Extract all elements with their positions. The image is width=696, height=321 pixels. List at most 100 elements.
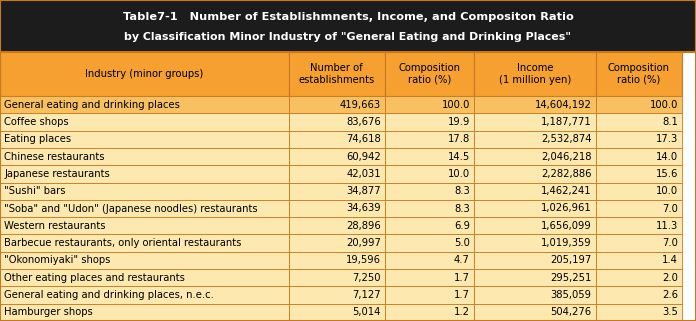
Text: Composition
ratio (%): Composition ratio (%) <box>608 63 670 85</box>
Text: Composition
ratio (%): Composition ratio (%) <box>398 63 461 85</box>
Text: Eating places: Eating places <box>4 134 71 144</box>
Text: 2,046,218: 2,046,218 <box>541 152 592 161</box>
Bar <box>0 304 289 321</box>
Text: 1,462,241: 1,462,241 <box>541 186 592 196</box>
Text: 5.0: 5.0 <box>454 238 470 248</box>
Bar <box>385 234 474 252</box>
Bar <box>385 148 474 165</box>
Bar <box>596 148 682 165</box>
Text: 20,997: 20,997 <box>346 238 381 248</box>
Bar <box>474 113 596 131</box>
Bar <box>474 183 596 200</box>
Text: Industry (minor groups): Industry (minor groups) <box>86 69 203 79</box>
Text: 1.7: 1.7 <box>454 290 470 300</box>
Bar <box>596 217 682 234</box>
Text: 1,026,961: 1,026,961 <box>541 204 592 213</box>
Text: 60,942: 60,942 <box>346 152 381 161</box>
Bar <box>289 113 385 131</box>
Bar <box>0 234 289 252</box>
Bar <box>596 252 682 269</box>
Bar <box>0 252 289 269</box>
Bar <box>289 96 385 113</box>
Text: Chinese restaurants: Chinese restaurants <box>4 152 104 161</box>
Text: "Okonomiyaki" shops: "Okonomiyaki" shops <box>4 256 111 265</box>
Text: 34,639: 34,639 <box>346 204 381 213</box>
Text: 17.8: 17.8 <box>448 134 470 144</box>
Text: 19,596: 19,596 <box>346 256 381 265</box>
Text: 83,676: 83,676 <box>346 117 381 127</box>
Text: Western restaurants: Western restaurants <box>4 221 106 231</box>
Bar <box>474 286 596 304</box>
Bar <box>289 148 385 165</box>
Bar <box>0 269 289 286</box>
Bar <box>474 200 596 217</box>
Bar <box>0 165 289 183</box>
Bar <box>0 148 289 165</box>
Bar <box>0 131 289 148</box>
Text: Coffee shops: Coffee shops <box>4 117 69 127</box>
Bar <box>0 200 289 217</box>
Bar <box>385 286 474 304</box>
Bar <box>474 304 596 321</box>
Text: 205,197: 205,197 <box>551 256 592 265</box>
Bar <box>596 234 682 252</box>
Text: Japanese restaurants: Japanese restaurants <box>4 169 110 179</box>
Bar <box>0 113 289 131</box>
Text: 10.0: 10.0 <box>656 186 678 196</box>
Text: 6.9: 6.9 <box>454 221 470 231</box>
Bar <box>0 183 289 200</box>
Text: 7.0: 7.0 <box>662 238 678 248</box>
Bar <box>596 269 682 286</box>
Bar <box>474 148 596 165</box>
Text: 8.3: 8.3 <box>454 186 470 196</box>
Text: Number of
establishments: Number of establishments <box>299 63 375 85</box>
Bar <box>385 131 474 148</box>
Bar <box>289 252 385 269</box>
Text: 100.0: 100.0 <box>649 100 678 110</box>
Text: 10.0: 10.0 <box>448 169 470 179</box>
Bar <box>385 217 474 234</box>
Text: 15.6: 15.6 <box>656 169 678 179</box>
Text: 1.4: 1.4 <box>662 256 678 265</box>
Bar <box>0 0 696 52</box>
Bar <box>385 96 474 113</box>
Text: 1.7: 1.7 <box>454 273 470 283</box>
Bar <box>474 234 596 252</box>
Text: 8.1: 8.1 <box>662 117 678 127</box>
Text: 419,663: 419,663 <box>340 100 381 110</box>
Text: 504,276: 504,276 <box>551 307 592 317</box>
Bar <box>385 269 474 286</box>
Bar <box>596 96 682 113</box>
Bar <box>385 200 474 217</box>
Text: 2,282,886: 2,282,886 <box>541 169 592 179</box>
Bar <box>385 252 474 269</box>
Bar <box>474 165 596 183</box>
Bar <box>596 183 682 200</box>
Bar <box>289 286 385 304</box>
Text: General eating and drinking places: General eating and drinking places <box>4 100 180 110</box>
Bar <box>289 183 385 200</box>
Text: by Classification Minor Industry of "General Eating and Drinking Places": by Classification Minor Industry of "Gen… <box>125 32 571 42</box>
Text: 385,059: 385,059 <box>551 290 592 300</box>
Text: 3.5: 3.5 <box>662 307 678 317</box>
Bar <box>474 217 596 234</box>
Bar <box>0 286 289 304</box>
Text: General eating and drinking places, n.e.c.: General eating and drinking places, n.e.… <box>4 290 214 300</box>
Text: 14.0: 14.0 <box>656 152 678 161</box>
Text: 14,604,192: 14,604,192 <box>535 100 592 110</box>
Text: 1,656,099: 1,656,099 <box>541 221 592 231</box>
Text: 1.2: 1.2 <box>454 307 470 317</box>
Bar <box>289 217 385 234</box>
Text: 19.9: 19.9 <box>448 117 470 127</box>
Bar <box>0 217 289 234</box>
Text: Table7-1   Number of Establishmnents, Income, and Compositon Ratio: Table7-1 Number of Establishmnents, Inco… <box>122 12 574 22</box>
Bar <box>289 200 385 217</box>
Text: 1,187,771: 1,187,771 <box>541 117 592 127</box>
Bar <box>289 52 385 96</box>
Text: 11.3: 11.3 <box>656 221 678 231</box>
Bar <box>385 304 474 321</box>
Text: 34,877: 34,877 <box>346 186 381 196</box>
Text: 14.5: 14.5 <box>448 152 470 161</box>
Bar <box>385 165 474 183</box>
Bar <box>474 131 596 148</box>
